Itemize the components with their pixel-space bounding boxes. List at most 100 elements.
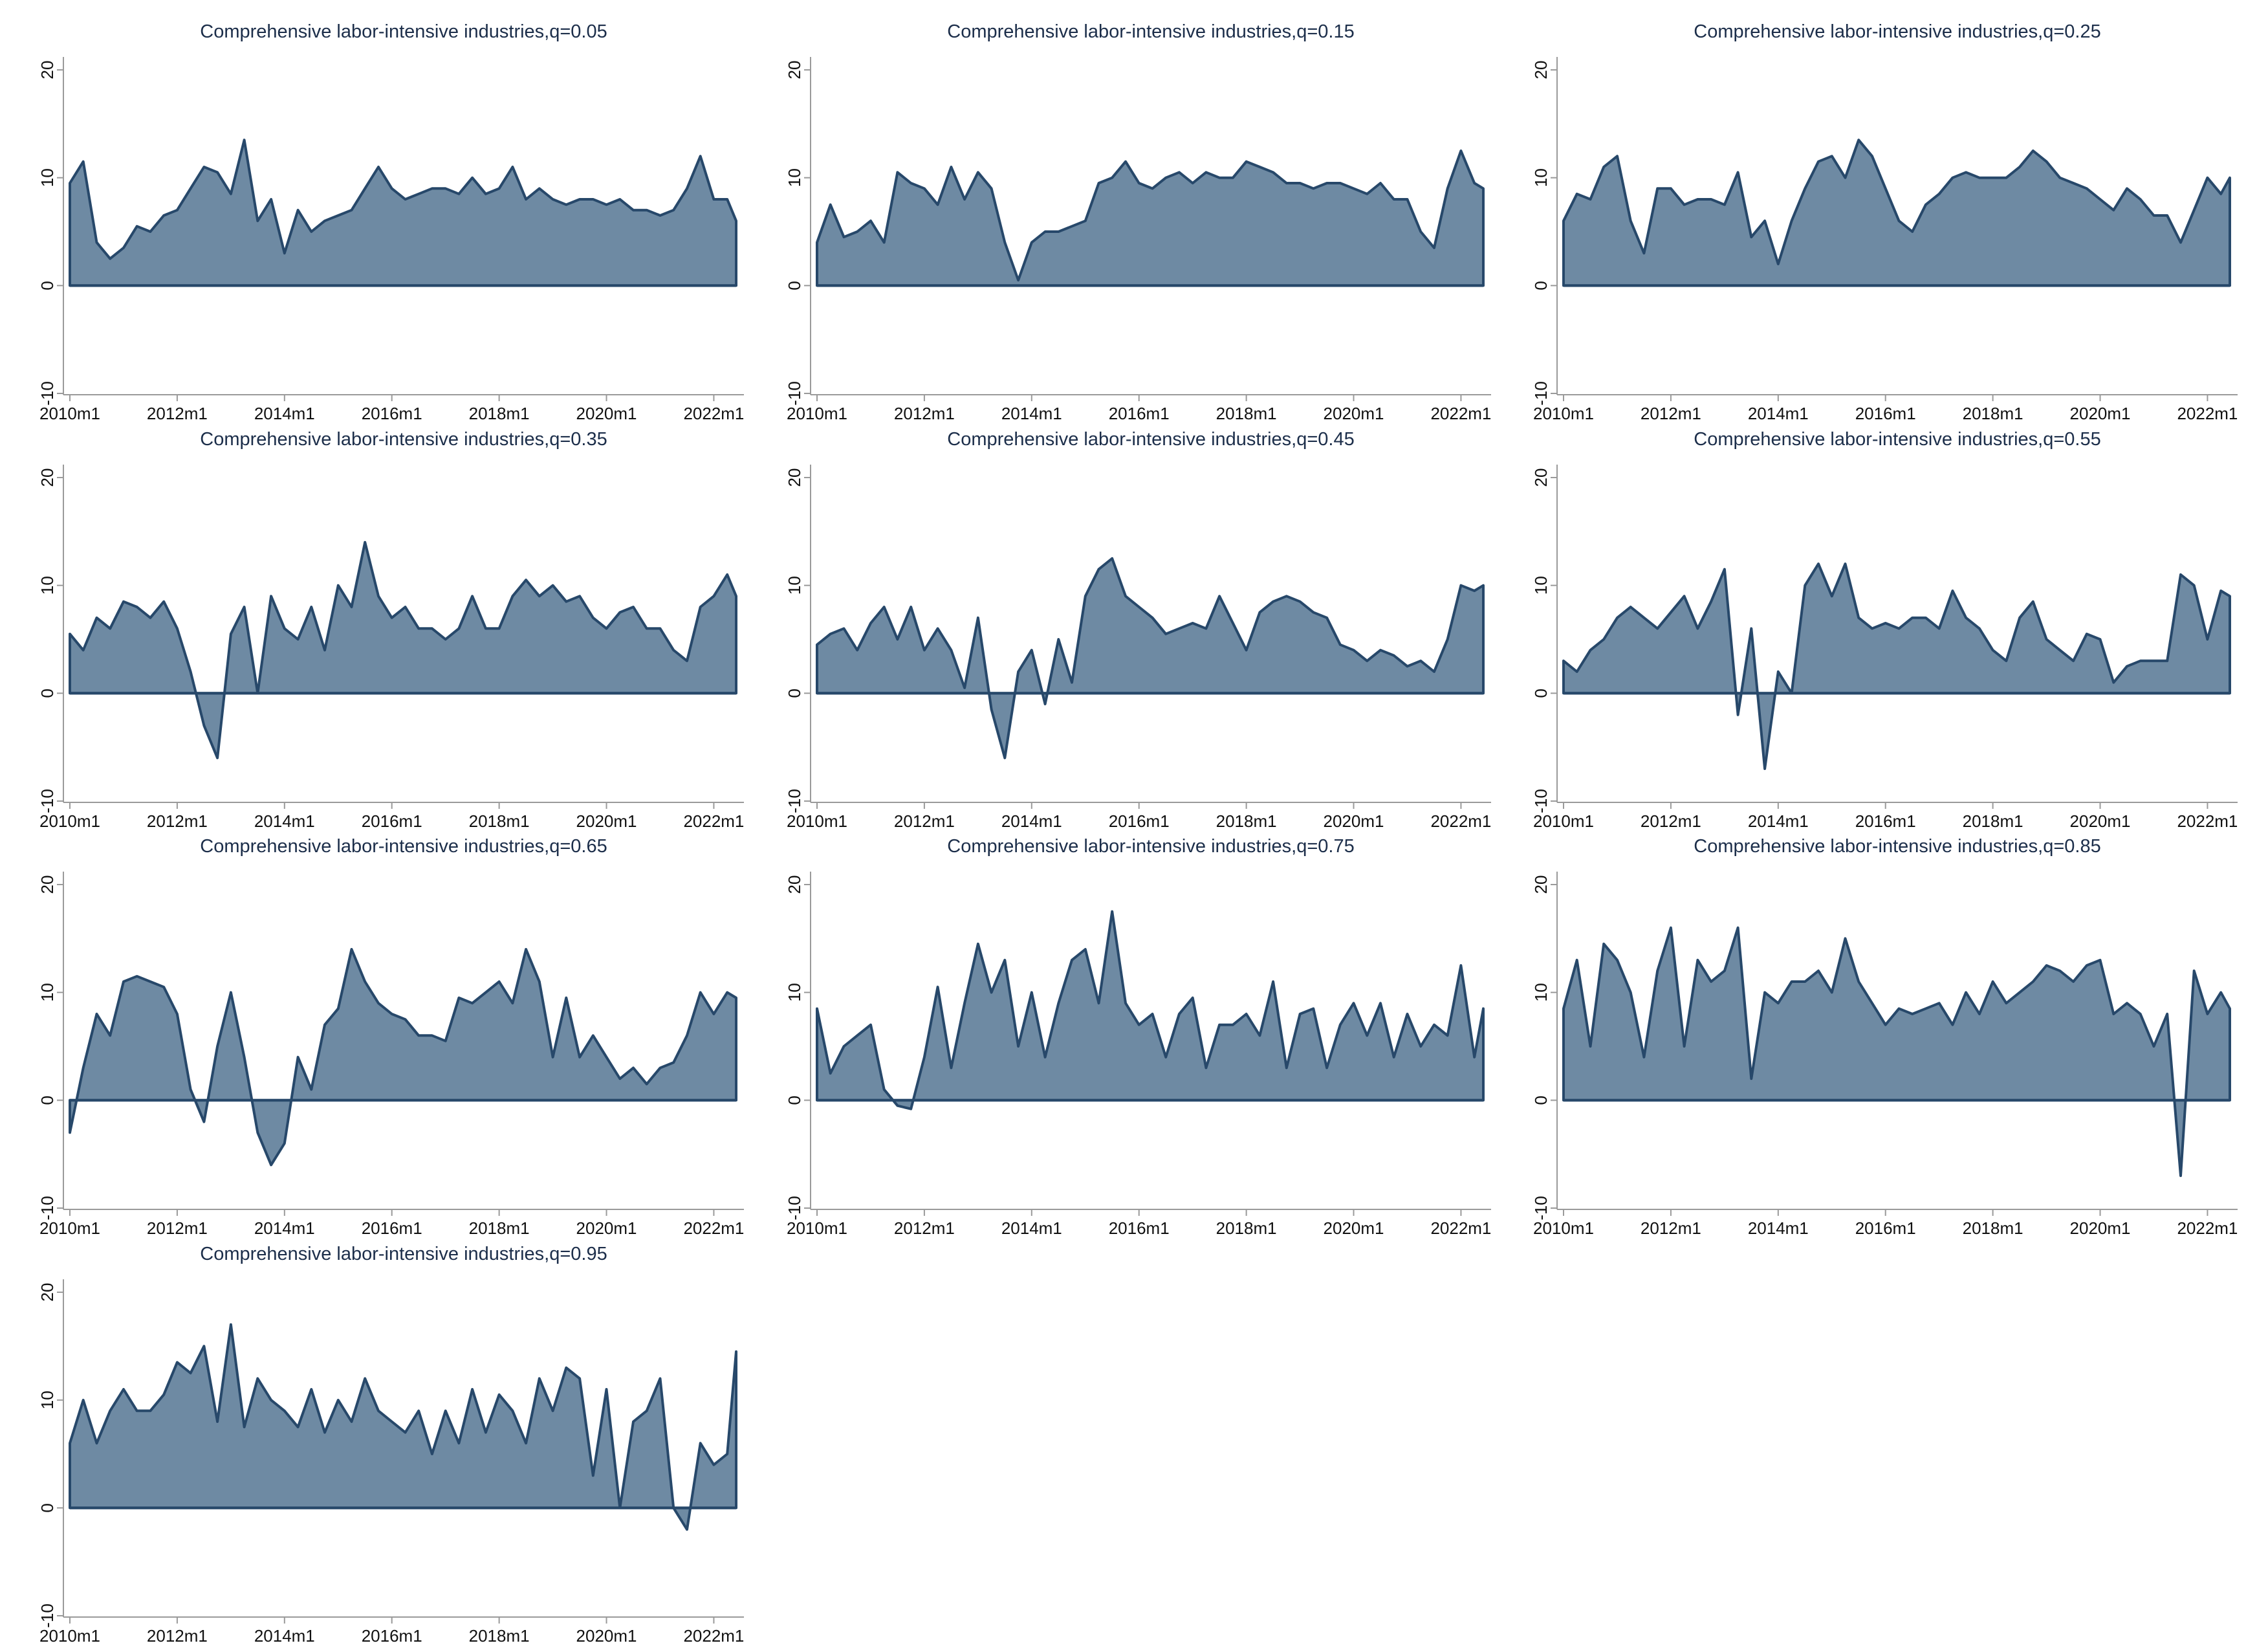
x-tick-label: 2016m1 bbox=[1855, 811, 1916, 831]
x-tick-label: 2010m1 bbox=[1533, 404, 1594, 423]
x-tick-label: 2010m1 bbox=[787, 811, 847, 831]
y-tick-label: -10 bbox=[38, 1196, 57, 1220]
chart-panel: Comprehensive labor-intensive industries… bbox=[38, 21, 744, 423]
y-tick-label: 10 bbox=[38, 1391, 57, 1409]
chart-panel: Comprehensive labor-intensive industries… bbox=[1531, 429, 2238, 831]
area-series bbox=[69, 948, 737, 1167]
x-tick-label: 2014m1 bbox=[1001, 404, 1062, 423]
y-tick-label: 20 bbox=[38, 61, 57, 80]
y-tick-label: 20 bbox=[1531, 61, 1551, 80]
y-tick-label: 10 bbox=[1531, 576, 1551, 595]
y-tick-label: 10 bbox=[38, 983, 57, 1002]
x-tick-label: 2020m1 bbox=[576, 404, 637, 423]
y-tick-label: -10 bbox=[1531, 789, 1551, 813]
y-tick-label: 20 bbox=[1531, 876, 1551, 894]
area-series bbox=[1562, 562, 2231, 770]
chart-title: Comprehensive labor-intensive industries… bbox=[200, 429, 607, 450]
x-tick-label: 2014m1 bbox=[1001, 811, 1062, 831]
y-tick-label: 20 bbox=[1531, 468, 1551, 487]
x-tick-label: 2012m1 bbox=[147, 404, 208, 423]
x-tick-label: 2012m1 bbox=[147, 1626, 208, 1646]
x-tick-label: 2020m1 bbox=[2070, 404, 2131, 423]
y-tick-label: -10 bbox=[1531, 1196, 1551, 1220]
x-tick-label: 2016m1 bbox=[1855, 404, 1916, 423]
chart-title: Comprehensive labor-intensive industries… bbox=[947, 429, 1355, 450]
x-tick-label: 2010m1 bbox=[1533, 811, 1594, 831]
x-tick-label: 2010m1 bbox=[39, 404, 100, 423]
y-tick-label: 0 bbox=[38, 1503, 57, 1512]
area-series bbox=[69, 541, 737, 760]
y-tick-label: -10 bbox=[785, 789, 804, 813]
chart-title: Comprehensive labor-intensive industries… bbox=[947, 21, 1355, 42]
x-tick-label: 2020m1 bbox=[2070, 1218, 2131, 1238]
chart-panel: Comprehensive labor-intensive industries… bbox=[38, 1244, 744, 1646]
y-tick-label: 0 bbox=[785, 1096, 804, 1105]
x-tick-label: 2016m1 bbox=[362, 1626, 422, 1646]
y-tick-label: -10 bbox=[38, 789, 57, 813]
area-series bbox=[1562, 926, 2231, 1177]
x-tick-label: 2018m1 bbox=[469, 404, 530, 423]
x-tick-label: 2010m1 bbox=[1533, 1218, 1594, 1238]
area-series bbox=[816, 910, 1485, 1110]
y-tick-label: -10 bbox=[785, 381, 804, 406]
y-tick-label: -10 bbox=[1531, 381, 1551, 406]
chart-title: Comprehensive labor-intensive industries… bbox=[200, 836, 607, 857]
x-tick-label: 2010m1 bbox=[39, 1626, 100, 1646]
y-tick-label: 20 bbox=[785, 468, 804, 487]
y-tick-label: 10 bbox=[38, 576, 57, 595]
x-tick-label: 2020m1 bbox=[576, 1626, 637, 1646]
y-tick-label: 20 bbox=[38, 876, 57, 894]
x-tick-label: 2022m1 bbox=[1430, 404, 1491, 423]
x-tick-label: 2010m1 bbox=[39, 811, 100, 831]
chart-title: Comprehensive labor-intensive industries… bbox=[1694, 429, 2101, 450]
x-tick-label: 2022m1 bbox=[683, 1626, 744, 1646]
x-tick-label: 2018m1 bbox=[1963, 404, 2023, 423]
chart-title: Comprehensive labor-intensive industries… bbox=[200, 21, 607, 42]
x-tick-label: 2012m1 bbox=[147, 811, 208, 831]
x-tick-label: 2018m1 bbox=[1963, 811, 2023, 831]
x-tick-label: 2010m1 bbox=[787, 1218, 847, 1238]
area-series bbox=[1562, 138, 2231, 287]
x-tick-label: 2018m1 bbox=[1216, 404, 1277, 423]
x-tick-label: 2018m1 bbox=[1216, 1218, 1277, 1238]
chart-panel: Comprehensive labor-intensive industries… bbox=[785, 836, 1491, 1238]
chart-title: Comprehensive labor-intensive industries… bbox=[1694, 836, 2101, 857]
area-series bbox=[69, 138, 737, 287]
chart-title: Comprehensive labor-intensive industries… bbox=[947, 836, 1355, 857]
y-tick-label: 10 bbox=[785, 168, 804, 187]
x-tick-label: 2014m1 bbox=[1001, 1218, 1062, 1238]
x-tick-label: 2022m1 bbox=[2177, 811, 2238, 831]
x-tick-label: 2018m1 bbox=[469, 1218, 530, 1238]
y-tick-label: 10 bbox=[38, 168, 57, 187]
x-tick-label: 2020m1 bbox=[1324, 1218, 1384, 1238]
x-tick-label: 2012m1 bbox=[894, 404, 955, 423]
chart-title: Comprehensive labor-intensive industries… bbox=[200, 1244, 607, 1264]
y-tick-label: 0 bbox=[785, 281, 804, 290]
x-tick-label: 2022m1 bbox=[1430, 811, 1491, 831]
x-tick-label: 2016m1 bbox=[1109, 404, 1170, 423]
x-tick-label: 2012m1 bbox=[1641, 404, 1701, 423]
y-tick-label: 0 bbox=[1531, 1096, 1551, 1105]
y-tick-label: 10 bbox=[785, 576, 804, 595]
y-tick-label: 10 bbox=[1531, 983, 1551, 1002]
chart-panel: Comprehensive labor-intensive industries… bbox=[1531, 21, 2238, 423]
y-tick-label: 0 bbox=[38, 1096, 57, 1105]
x-tick-label: 2014m1 bbox=[254, 811, 315, 831]
area-series bbox=[816, 557, 1485, 760]
chart-panel: Comprehensive labor-intensive industries… bbox=[38, 429, 744, 831]
x-tick-label: 2022m1 bbox=[683, 1218, 744, 1238]
x-tick-label: 2014m1 bbox=[254, 404, 315, 423]
x-tick-label: 2012m1 bbox=[894, 1218, 955, 1238]
x-tick-label: 2018m1 bbox=[1216, 811, 1277, 831]
y-tick-label: 10 bbox=[1531, 168, 1551, 187]
area-series bbox=[816, 149, 1485, 287]
x-tick-label: 2020m1 bbox=[576, 1218, 637, 1238]
x-tick-label: 2022m1 bbox=[2177, 404, 2238, 423]
y-tick-label: 0 bbox=[38, 688, 57, 698]
x-tick-label: 2020m1 bbox=[1324, 404, 1384, 423]
x-tick-label: 2012m1 bbox=[1641, 811, 1701, 831]
x-tick-label: 2018m1 bbox=[469, 1626, 530, 1646]
x-tick-label: 2010m1 bbox=[787, 404, 847, 423]
y-tick-label: -10 bbox=[785, 1196, 804, 1220]
